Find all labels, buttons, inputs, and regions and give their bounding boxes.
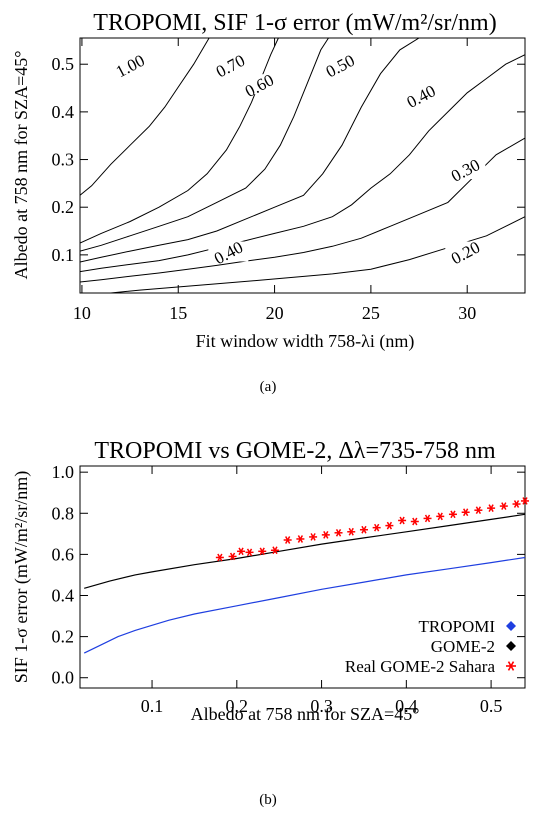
legend-marker-gome-2-diamond-icon (506, 641, 516, 651)
sahara-point-marker (283, 536, 292, 544)
panel-b-x-ticks: 0.1 0.2 0.3 0.4 0.5 (141, 466, 503, 716)
sahara-point-marker (512, 500, 521, 508)
contour-line (110, 216, 525, 293)
legend-marker-tropomi-diamond-icon (506, 621, 516, 631)
contour-label-background (210, 54, 251, 75)
x-tick-label: 0.1 (141, 696, 164, 716)
gome-2-series-line (84, 513, 525, 589)
panel-a-x-axis-label: Fit window width 758-λi (nm) (196, 331, 415, 352)
sahara-point-marker (309, 533, 318, 541)
legend-marker-real-gome-2-sahara-asterisk-icon (506, 661, 516, 671)
contour-line (80, 54, 525, 273)
y-tick-label: 0.2 (52, 197, 75, 217)
x-tick-label: 25 (362, 303, 380, 323)
y-tick-label: 0.6 (52, 544, 75, 564)
contour-label-background (400, 85, 441, 106)
contour-label-background (239, 74, 280, 95)
panel-a-caption: (a) (260, 379, 277, 395)
sahara-point-marker (423, 514, 432, 523)
sahara-point-marker (521, 497, 529, 505)
x-tick-label: 0.3 (310, 696, 333, 716)
contour-line (80, 38, 210, 196)
panel-a-x-ticks: 10 15 20 25 30 (73, 38, 476, 323)
sahara-point-marker (436, 512, 445, 521)
contour-line (80, 38, 420, 263)
sahara-point-marker (245, 548, 254, 557)
sahara-point-marker (398, 516, 407, 525)
panel-a-contour-labels: 1.00 0.700.600.500.400.300.40 0.20 (110, 51, 486, 268)
panel-b-y-axis-label: SIF 1-σ error (mW/m²/sr/nm) (11, 471, 32, 684)
x-tick-label: 20 (266, 303, 284, 323)
sahara-point-marker (372, 523, 381, 532)
legend-label-real-gome-2-sahara: Real GOME-2 Sahara (345, 657, 496, 676)
y-tick-label: 0.3 (52, 150, 75, 170)
x-tick-label: 15 (169, 303, 187, 323)
tropomi-series-line (83, 556, 525, 654)
panel-a-plot-frame (79, 37, 526, 294)
contour-label-background (445, 159, 486, 180)
sahara-point-marker (334, 528, 343, 537)
sahara-point-marker (487, 504, 496, 512)
sahara-point-marker (461, 508, 470, 517)
sahara-point-marker (448, 510, 457, 519)
x-tick-label: 30 (458, 303, 476, 323)
panel-b-y-ticks: 0.0 0.2 0.4 0.6 0.8 1.0 (52, 462, 525, 688)
contour-label-background (208, 241, 249, 262)
x-tick-label: 0.4 (395, 696, 418, 716)
x-tick-label: 0.2 (226, 696, 249, 716)
panel-b-caption: (b) (259, 792, 277, 808)
y-tick-label: 1.0 (52, 462, 75, 482)
panel-a-y-axis-label: Albedo at 758 nm for SZA=45° (11, 51, 31, 280)
legend-label-tropomi: TROPOMI (418, 617, 495, 636)
sahara-point-marker (385, 521, 394, 530)
panel-b-title: TROPOMI vs GOME-2, Δλ=735-758 nm (94, 438, 496, 464)
y-tick-label: 0.4 (52, 586, 75, 606)
sahara-point-marker (228, 552, 237, 561)
panel-b-x-axis-label: Albedo at 758 nm for SZA=45° (191, 704, 420, 724)
panel-a-title: TROPOMI, SIF 1-σ error (mW/m²/sr/nm) (93, 10, 496, 36)
panel-a-contour-chart: TROPOMI, SIF 1-σ error (mW/m²/sr/nm) 1.0… (11, 10, 526, 395)
y-tick-label: 0.2 (52, 627, 75, 647)
sahara-point-marker (321, 531, 330, 539)
contour-label-background (445, 241, 486, 262)
panel-b-series-lines (83, 513, 525, 654)
y-tick-label: 0.4 (52, 102, 75, 122)
x-tick-label: 0.5 (480, 696, 503, 716)
panel-b-line-chart: TROPOMI vs GOME-2, Δλ=735-758 nm 0.1 0.2 0… (11, 438, 529, 808)
sahara-point-marker (258, 547, 267, 556)
sahara-point-marker (215, 553, 224, 562)
panel-b-series-markers (215, 497, 529, 562)
sahara-point-marker (474, 506, 483, 515)
y-tick-label: 0.0 (52, 668, 75, 688)
sahara-point-marker (270, 546, 279, 555)
y-tick-label: 0.1 (52, 245, 75, 265)
sahara-point-marker (410, 517, 419, 526)
contour-line (80, 137, 525, 283)
legend-label-gome-2: GOME-2 (431, 637, 495, 656)
y-tick-label: 0.5 (52, 54, 75, 74)
sahara-point-marker (359, 525, 368, 534)
sahara-point-marker (237, 547, 246, 556)
contour-line (80, 38, 329, 252)
contour-label-background (110, 54, 151, 75)
sahara-point-marker (499, 502, 508, 510)
sahara-point-marker (296, 535, 305, 543)
panel-a-y-ticks: 0.1 0.2 0.3 0.4 0.5 (52, 54, 525, 265)
x-tick-label: 10 (73, 303, 91, 323)
contour-label-background (320, 54, 361, 75)
panel-b-plot-frame (79, 465, 526, 689)
sahara-point-marker (347, 527, 356, 536)
y-tick-label: 0.8 (52, 503, 75, 523)
